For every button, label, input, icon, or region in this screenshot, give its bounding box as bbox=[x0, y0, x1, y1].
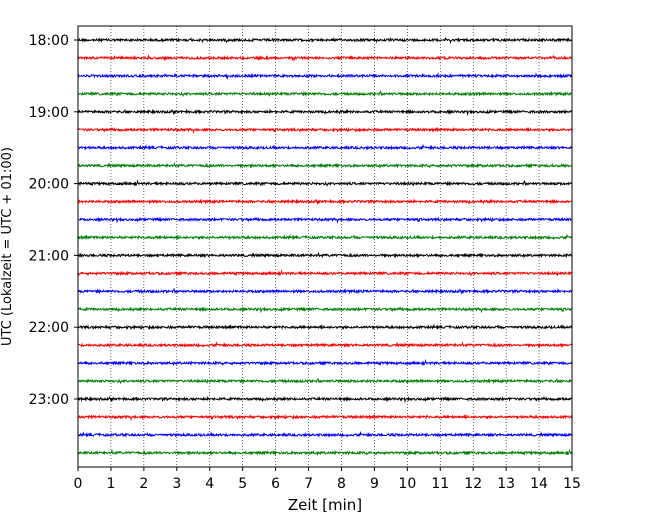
x-tick-label: 15 bbox=[563, 476, 581, 492]
y-tick-label: 22:00 bbox=[29, 320, 69, 336]
x-tick-label: 7 bbox=[304, 476, 313, 492]
trace-line bbox=[77, 108, 573, 116]
x-tick-label: 5 bbox=[238, 476, 247, 492]
x-tick-label: 9 bbox=[370, 476, 379, 492]
x-tick-label: 2 bbox=[139, 476, 148, 492]
y-tick-label: 18:00 bbox=[29, 33, 69, 49]
trace-line bbox=[77, 358, 573, 367]
trace-line bbox=[77, 269, 573, 277]
x-tick-label: 4 bbox=[205, 476, 214, 492]
trace-line bbox=[77, 413, 573, 422]
y-axis-ticks: 18:00 19:00 20:00 21:00 22:00 23:00 bbox=[29, 33, 78, 408]
x-tick-label: 13 bbox=[497, 476, 515, 492]
x-axis-ticks: 0 1 2 3 4 5 6 7 8 9 10 11 12 13 14 15 bbox=[74, 467, 581, 492]
x-tick-label: 1 bbox=[106, 476, 115, 492]
x-tick-label: 0 bbox=[74, 476, 83, 492]
trace-line bbox=[77, 251, 573, 259]
trace-line bbox=[77, 143, 572, 151]
x-tick-label: 14 bbox=[530, 476, 548, 492]
trace-line bbox=[77, 161, 573, 169]
x-tick-label: 12 bbox=[464, 476, 482, 492]
x-axis-label: Zeit [min] bbox=[288, 496, 362, 514]
y-tick-label: 19:00 bbox=[29, 105, 69, 121]
trace-line bbox=[77, 306, 573, 314]
trace-line bbox=[77, 216, 573, 224]
trace-line bbox=[77, 179, 573, 187]
trace-line bbox=[77, 233, 573, 241]
trace-line bbox=[77, 430, 573, 438]
trace-line bbox=[77, 287, 573, 295]
trace-line bbox=[77, 448, 573, 457]
y-tick-label: 21:00 bbox=[29, 248, 69, 264]
plot-frame bbox=[77, 25, 573, 468]
trace-line bbox=[77, 340, 573, 349]
y-axis-label: UTC (Lokalzeit = UTC + 01:00) bbox=[0, 147, 15, 346]
trace-line bbox=[77, 72, 573, 80]
y-tick-label: 23:00 bbox=[29, 392, 69, 408]
x-tick-label: 3 bbox=[172, 476, 181, 492]
trace-line bbox=[77, 323, 573, 331]
trace-line bbox=[77, 377, 573, 385]
trace-line bbox=[77, 395, 573, 404]
trace-line bbox=[77, 53, 573, 62]
seismic-traces bbox=[77, 37, 573, 457]
x-tick-label: 11 bbox=[431, 476, 449, 492]
trace-line bbox=[77, 198, 573, 205]
trace-line bbox=[77, 126, 573, 134]
x-tick-label: 10 bbox=[398, 476, 416, 492]
x-tick-label: 8 bbox=[337, 476, 346, 492]
vertical-gridlines bbox=[110, 26, 540, 467]
trace-line bbox=[77, 90, 573, 98]
y-tick-label: 20:00 bbox=[29, 177, 69, 193]
trace-line bbox=[77, 37, 573, 45]
x-tick-label: 6 bbox=[271, 476, 280, 492]
